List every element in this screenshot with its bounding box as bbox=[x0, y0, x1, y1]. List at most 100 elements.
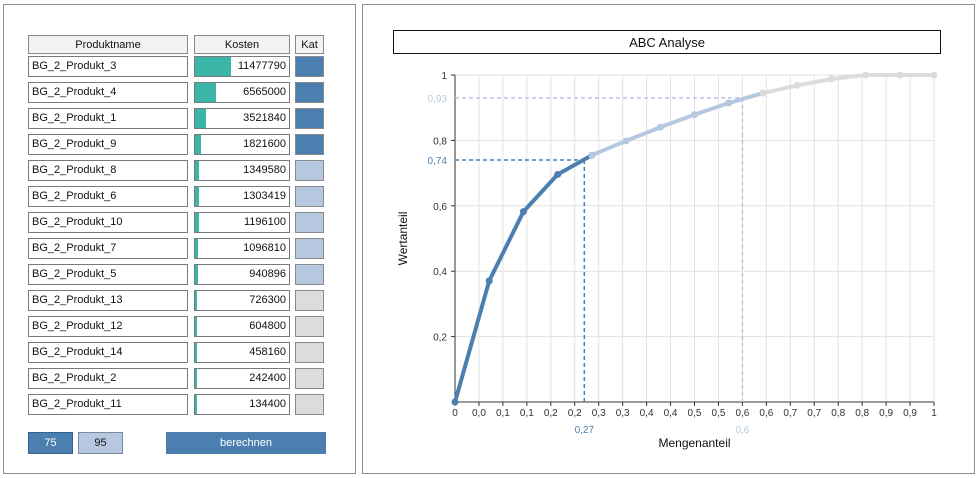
table-row: BG_2_Produkt_7 1096810 bbox=[4, 238, 357, 259]
cost-field[interactable]: 6565000 bbox=[194, 82, 290, 103]
abc-chart: 0 0,0 0,1 0,1 0,2 0,2 0,3 0,3 0,4 0,4 0,5 0,5 0,6 0,6… bbox=[396, 71, 938, 450]
x-tick-label: 0,4 bbox=[640, 408, 654, 419]
category-swatch bbox=[295, 186, 324, 207]
x-tick-label: 0,7 bbox=[783, 408, 797, 419]
x-tick-label: 0,4 bbox=[664, 408, 678, 419]
cost-field[interactable]: 726300 bbox=[194, 290, 290, 311]
cost-field[interactable]: 242400 bbox=[194, 368, 290, 389]
cost-value: 1349580 bbox=[243, 164, 286, 176]
x-tick-label: 0,8 bbox=[855, 408, 869, 419]
table-row: BG_2_Produkt_11 134400 bbox=[4, 394, 357, 415]
table-row: BG_2_Produkt_1 3521840 bbox=[4, 108, 357, 129]
x-tick-label: 0,1 bbox=[496, 408, 510, 419]
cost-field[interactable]: 604800 bbox=[194, 316, 290, 337]
data-point bbox=[485, 277, 493, 285]
x-tick-label: 0,9 bbox=[903, 408, 917, 419]
y-tick-label: 1 bbox=[441, 71, 447, 82]
cost-value: 242400 bbox=[249, 372, 286, 384]
y-tick-label: 0,6 bbox=[433, 202, 447, 213]
cost-bar bbox=[195, 369, 197, 388]
cost-field[interactable]: 1349580 bbox=[194, 160, 290, 181]
category-swatch bbox=[295, 212, 324, 233]
data-point bbox=[862, 71, 870, 79]
product-name-field[interactable]: BG_2_Produkt_8 bbox=[28, 160, 188, 181]
data-point bbox=[588, 151, 596, 159]
data-point bbox=[622, 137, 630, 145]
cost-value: 1096810 bbox=[243, 242, 286, 254]
cost-bar bbox=[195, 213, 199, 232]
header-kat: Kat bbox=[295, 35, 324, 54]
x-tick-label: 0,9 bbox=[879, 408, 893, 419]
x-axis-title: Mengenanteil bbox=[658, 436, 730, 450]
x-tick-label: 0,1 bbox=[520, 408, 534, 419]
y-tick-label: 0,2 bbox=[433, 333, 447, 344]
cost-bar bbox=[195, 57, 231, 76]
cost-value: 6565000 bbox=[243, 86, 286, 98]
x-tick-label: 0,5 bbox=[688, 408, 702, 419]
product-name-field[interactable]: BG_2_Produkt_11 bbox=[28, 394, 188, 415]
table-row: BG_2_Produkt_12 604800 bbox=[4, 316, 357, 337]
data-point bbox=[554, 170, 562, 178]
data-point bbox=[691, 111, 698, 119]
category-swatch bbox=[295, 238, 324, 259]
product-name-field[interactable]: BG_2_Produkt_12 bbox=[28, 316, 188, 337]
cost-bar bbox=[195, 317, 197, 336]
product-name-field[interactable]: BG_2_Produkt_2 bbox=[28, 368, 188, 389]
cost-value: 3521840 bbox=[243, 112, 286, 124]
cost-field[interactable]: 3521840 bbox=[194, 108, 290, 129]
category-swatch bbox=[295, 316, 324, 337]
product-name-field[interactable]: BG_2_Produkt_6 bbox=[28, 186, 188, 207]
cost-field[interactable]: 1096810 bbox=[194, 238, 290, 259]
series-line-B bbox=[589, 91, 765, 158]
x-tick-label: 0,6 bbox=[759, 408, 773, 419]
cost-value: 11477790 bbox=[237, 60, 286, 72]
series-line-C bbox=[760, 73, 936, 96]
product-name-field[interactable]: BG_2_Produkt_14 bbox=[28, 342, 188, 363]
category-swatch bbox=[295, 82, 324, 103]
x-tick-label: 0,8 bbox=[831, 408, 845, 419]
x-tick-label: 0,3 bbox=[592, 408, 606, 419]
cost-field[interactable]: 1196100 bbox=[194, 212, 290, 233]
berechnen-button[interactable]: berechnen bbox=[166, 432, 326, 454]
marker-y-label: 0,93 bbox=[428, 94, 448, 105]
category-swatch bbox=[295, 160, 324, 181]
cost-bar bbox=[195, 239, 199, 258]
category-swatch bbox=[295, 394, 324, 415]
product-name-field[interactable]: BG_2_Produkt_9 bbox=[28, 134, 188, 155]
table-row: BG_2_Produkt_6 1303419 bbox=[4, 186, 357, 207]
x-tick-label: 1 bbox=[931, 408, 937, 419]
cost-value: 604800 bbox=[249, 320, 286, 332]
product-name-field[interactable]: BG_2_Produkt_1 bbox=[28, 108, 188, 129]
y-tick-label: 0,4 bbox=[433, 267, 447, 278]
x-tick-label: 0,3 bbox=[616, 408, 630, 419]
data-point bbox=[759, 89, 767, 97]
table-row: BG_2_Produkt_13 726300 bbox=[4, 290, 357, 311]
table-row: BG_2_Produkt_3 11477790 bbox=[4, 56, 357, 77]
x-tick-label: 0,2 bbox=[544, 408, 558, 419]
product-name-field[interactable]: BG_2_Produkt_5 bbox=[28, 264, 188, 285]
cost-bar bbox=[195, 187, 200, 206]
threshold-b-field[interactable]: 95 bbox=[78, 432, 123, 454]
header-produktname: Produktname bbox=[28, 35, 188, 54]
header-kosten: Kosten bbox=[194, 35, 290, 54]
threshold-a-field[interactable]: 75 bbox=[28, 432, 73, 454]
product-name-field[interactable]: BG_2_Produkt_13 bbox=[28, 290, 188, 311]
product-name-field[interactable]: BG_2_Produkt_7 bbox=[28, 238, 188, 259]
product-name-field[interactable]: BG_2_Produkt_3 bbox=[28, 56, 188, 77]
product-name-field[interactable]: BG_2_Produkt_4 bbox=[28, 82, 188, 103]
marker-x-label: 0,6 bbox=[735, 425, 749, 436]
cost-field[interactable]: 458160 bbox=[194, 342, 290, 363]
cost-field[interactable]: 1303419 bbox=[194, 186, 290, 207]
cost-field[interactable]: 940896 bbox=[194, 264, 290, 285]
cost-field[interactable]: 1821600 bbox=[194, 134, 290, 155]
cost-value: 1821600 bbox=[243, 138, 286, 150]
category-swatch bbox=[295, 290, 324, 311]
cost-value: 1196100 bbox=[243, 216, 286, 228]
x-tick-label: 0,2 bbox=[568, 408, 582, 419]
product-table-panel: Produktname Kosten Kat BG_2_Produkt_3 114… bbox=[3, 4, 356, 474]
cost-field[interactable]: 134400 bbox=[194, 394, 290, 415]
cost-bar bbox=[195, 109, 207, 128]
table-row: BG_2_Produkt_4 6565000 bbox=[4, 82, 357, 103]
cost-field[interactable]: 11477790 bbox=[194, 56, 290, 77]
product-name-field[interactable]: BG_2_Produkt_10 bbox=[28, 212, 188, 233]
